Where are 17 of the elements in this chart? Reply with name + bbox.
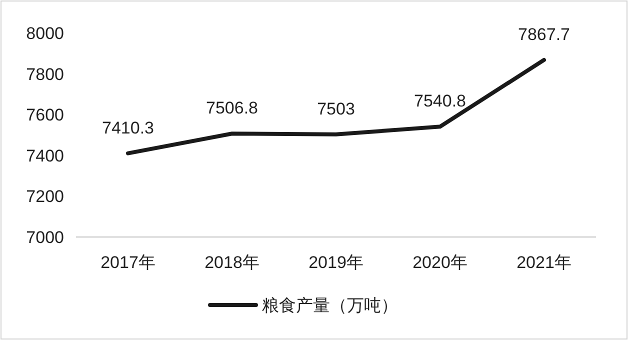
data-label: 7503	[317, 99, 355, 118]
y-tick-label: 7200	[26, 187, 64, 206]
y-tick-label: 7600	[26, 106, 64, 125]
x-tick-label: 2017年	[100, 253, 156, 272]
y-tick-label: 7800	[26, 64, 64, 84]
legend-label: 粮食产量（万吨）	[262, 296, 398, 315]
y-tick-label: 7000	[26, 228, 64, 247]
data-label: 7410.3	[102, 118, 154, 138]
data-label: 7867.7	[518, 24, 570, 44]
y-tick-label: 7400	[26, 146, 64, 166]
data-label: 7506.8	[206, 98, 258, 118]
x-tick-label: 2019年	[308, 253, 364, 272]
y-tick-label: 8000	[26, 24, 64, 43]
x-tick-label: 2018年	[204, 253, 260, 272]
x-tick-label: 2020年	[412, 253, 468, 272]
x-tick-label: 2021年	[516, 253, 572, 272]
data-label: 7540.8	[414, 92, 466, 111]
